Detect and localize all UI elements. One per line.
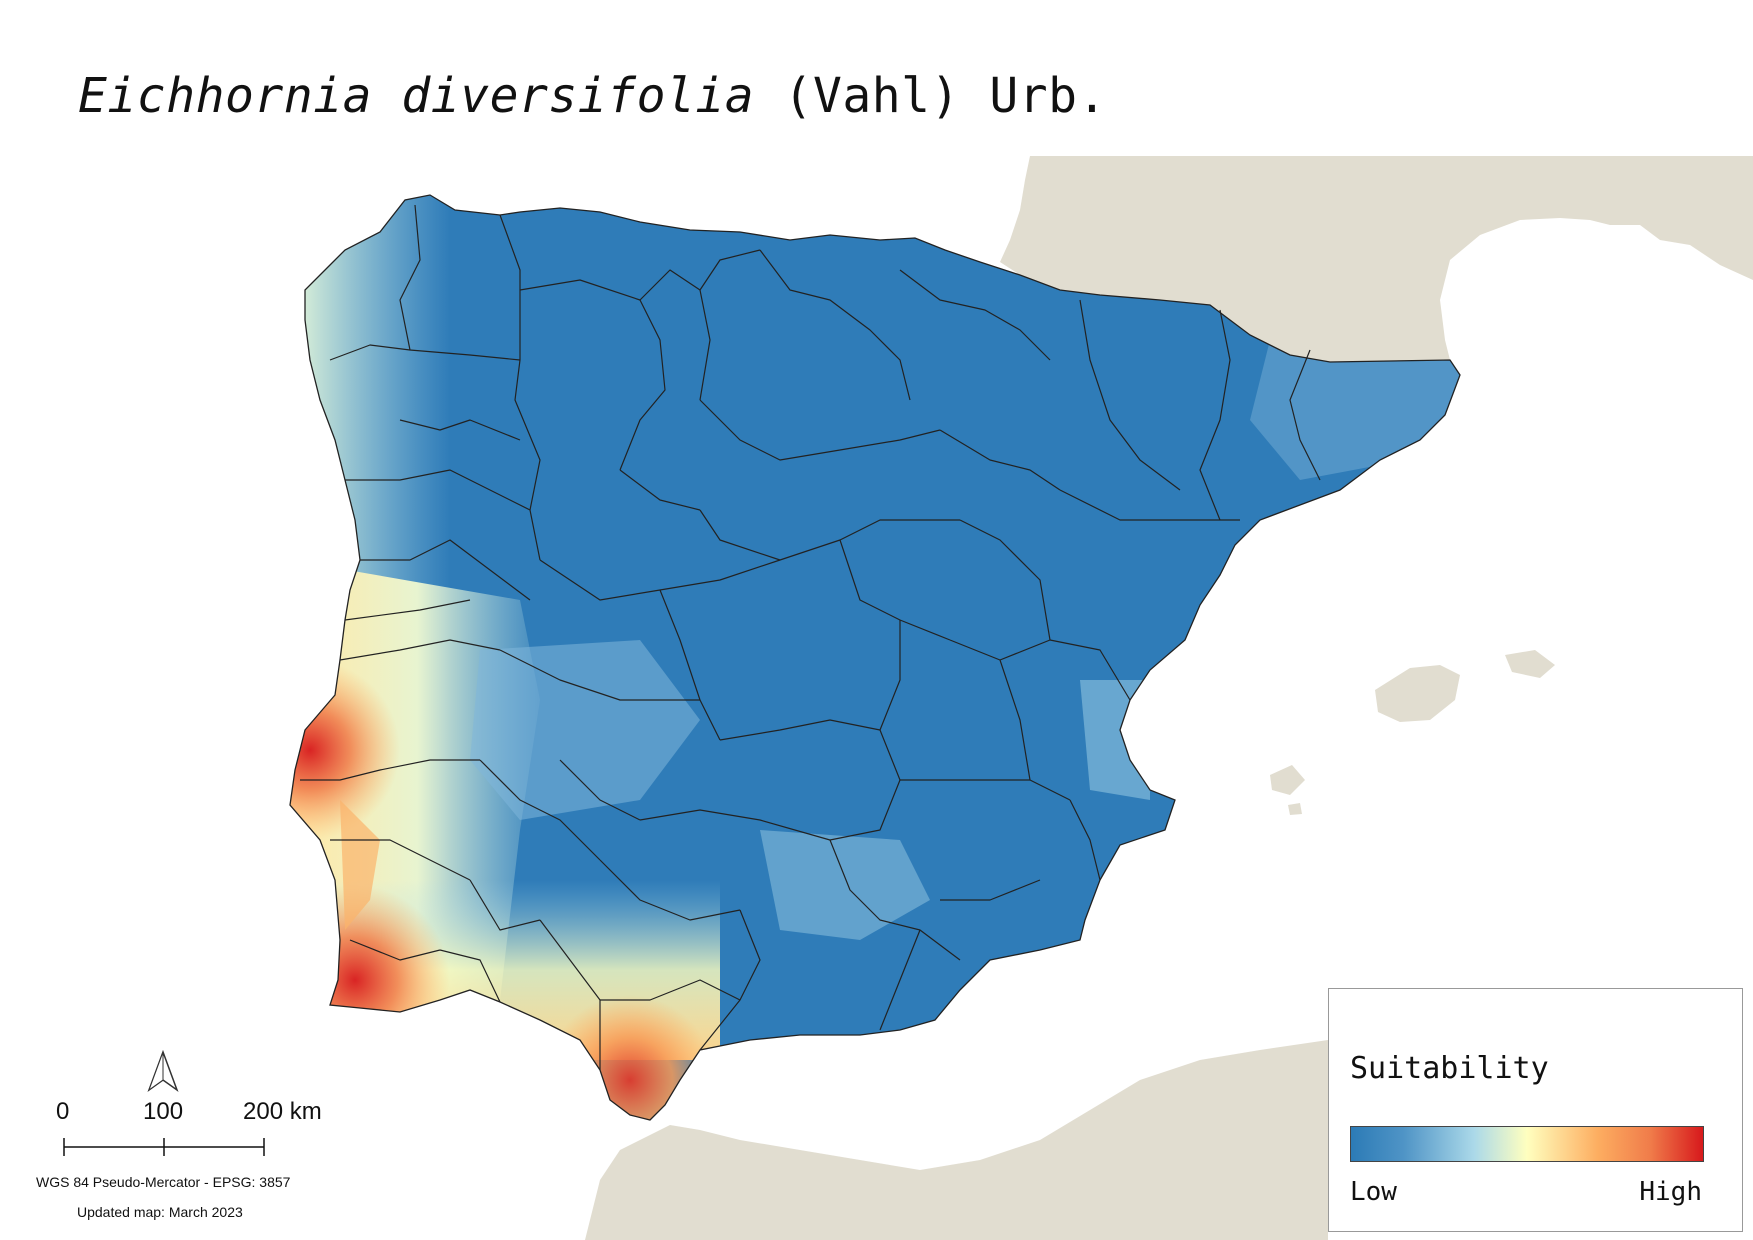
north-arrow-icon <box>147 1050 179 1093</box>
crs-label: WGS 84 Pseudo-Mercator - EPSG: 3857 <box>36 1174 291 1190</box>
iberia-coastline <box>289 194 1461 1121</box>
species-name: Eichhornia diversifolia <box>78 68 755 124</box>
species-author: (Vahl) Urb. <box>754 68 1107 124</box>
legend-box: Suitability Low High <box>1328 988 1743 1232</box>
ibiza-land <box>1270 765 1305 795</box>
legend-high-label: High <box>1639 1177 1702 1207</box>
scale-label-200: 200 km <box>243 1098 322 1125</box>
mallorca-land <box>1375 665 1460 722</box>
province-borders <box>300 204 1321 1070</box>
updated-label: Updated map: March 2023 <box>77 1204 243 1220</box>
map-title: Eichhornia diversifolia (Vahl) Urb. <box>78 68 1107 124</box>
scale-bar <box>63 1138 265 1156</box>
legend-color-ramp <box>1350 1126 1704 1162</box>
scale-label-0: 0 <box>56 1098 70 1125</box>
france-land <box>1000 156 1753 362</box>
menorca-land <box>1505 650 1555 678</box>
legend-title: Suitability <box>1350 1051 1549 1086</box>
africa-land <box>585 1040 1328 1240</box>
formentera-land <box>1288 803 1302 815</box>
scale-label-100: 100 <box>143 1098 184 1125</box>
legend-low-label: Low <box>1350 1177 1397 1207</box>
